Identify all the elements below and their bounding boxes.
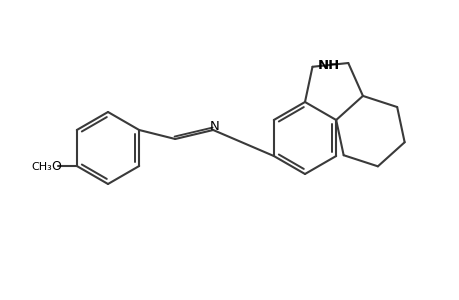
Text: O: O [51,160,61,172]
Text: N: N [209,119,218,133]
Text: CH₃: CH₃ [31,162,52,172]
Text: NH: NH [317,59,339,72]
